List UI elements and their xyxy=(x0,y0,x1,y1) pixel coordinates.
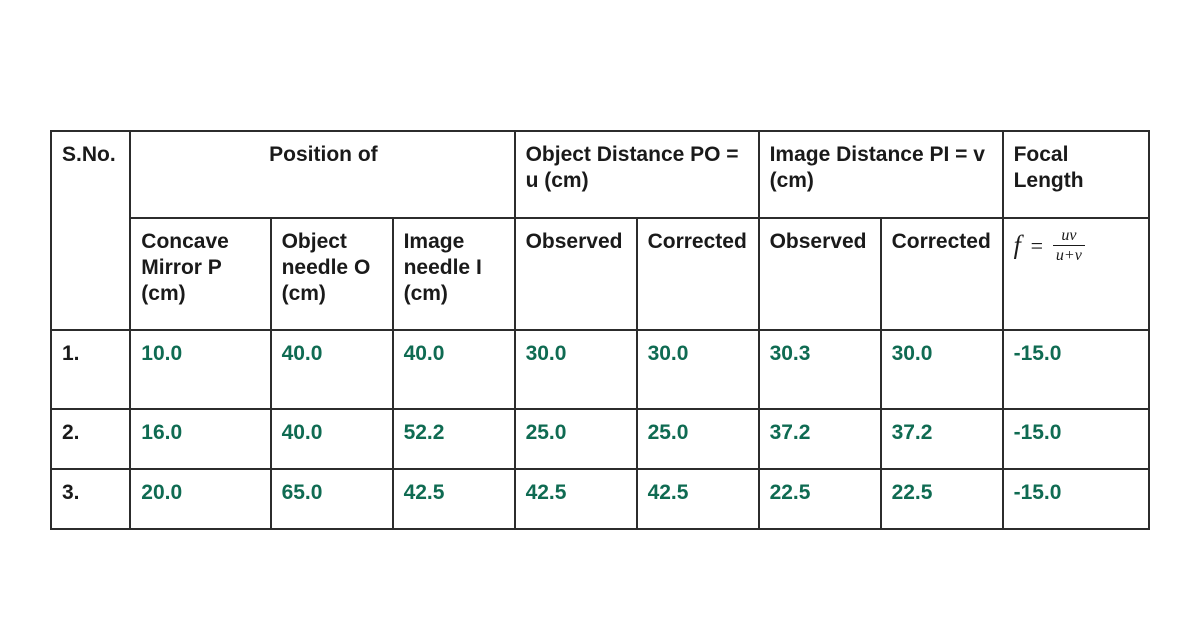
col-header-corrected-v: Corrected xyxy=(881,218,1003,331)
table-header-row-1: S.No. Position of Object Distance PO = u… xyxy=(51,131,1149,218)
col-header-sno: S.No. xyxy=(51,131,130,330)
cell-v-corrected: 37.2 xyxy=(881,409,1003,469)
cell-focal-length: -15.0 xyxy=(1003,330,1149,408)
cell-v-corrected: 22.5 xyxy=(881,469,1003,529)
cell-image-needle: 52.2 xyxy=(393,409,515,469)
col-header-focal-length: Focal Length xyxy=(1003,131,1149,218)
cell-image-needle: 42.5 xyxy=(393,469,515,529)
cell-sno: 1. xyxy=(51,330,130,408)
cell-image-needle: 40.0 xyxy=(393,330,515,408)
cell-u-observed: 30.0 xyxy=(515,330,637,408)
formula-fraction: uv u+v xyxy=(1053,227,1085,265)
formula-eq: = xyxy=(1027,233,1047,258)
col-header-object-needle: Object needle O (cm) xyxy=(271,218,393,331)
table-container: S.No. Position of Object Distance PO = u… xyxy=(0,0,1200,530)
cell-u-corrected: 42.5 xyxy=(637,469,759,529)
cell-u-corrected: 30.0 xyxy=(637,330,759,408)
cell-focal-length: -15.0 xyxy=(1003,409,1149,469)
formula-numerator: uv xyxy=(1053,227,1085,247)
cell-concave: 10.0 xyxy=(130,330,270,408)
focal-length-table: S.No. Position of Object Distance PO = u… xyxy=(50,130,1150,530)
cell-v-observed: 37.2 xyxy=(759,409,881,469)
cell-focal-length: -15.0 xyxy=(1003,469,1149,529)
cell-sno: 3. xyxy=(51,469,130,529)
cell-object-needle: 40.0 xyxy=(271,409,393,469)
table-row: 1. 10.0 40.0 40.0 30.0 30.0 30.3 30.0 -1… xyxy=(51,330,1149,408)
cell-concave: 16.0 xyxy=(130,409,270,469)
col-header-observed-v: Observed xyxy=(759,218,881,331)
col-header-image-distance: Image Distance PI = v (cm) xyxy=(759,131,1003,218)
cell-v-observed: 22.5 xyxy=(759,469,881,529)
cell-u-observed: 42.5 xyxy=(515,469,637,529)
col-header-image-needle: Image needle I (cm) xyxy=(393,218,515,331)
cell-concave: 20.0 xyxy=(130,469,270,529)
cell-u-observed: 25.0 xyxy=(515,409,637,469)
col-header-position-of: Position of xyxy=(130,131,514,218)
col-header-formula: f = uv u+v xyxy=(1003,218,1149,331)
col-header-object-distance: Object Distance PO = u (cm) xyxy=(515,131,759,218)
col-header-concave: Concave Mirror P (cm) xyxy=(130,218,270,331)
cell-u-corrected: 25.0 xyxy=(637,409,759,469)
cell-object-needle: 40.0 xyxy=(271,330,393,408)
cell-sno: 2. xyxy=(51,409,130,469)
col-header-corrected-u: Corrected xyxy=(637,218,759,331)
col-header-observed-u: Observed xyxy=(515,218,637,331)
table-row: 3. 20.0 65.0 42.5 42.5 42.5 22.5 22.5 -1… xyxy=(51,469,1149,529)
cell-v-corrected: 30.0 xyxy=(881,330,1003,408)
table-header-row-2: Concave Mirror P (cm) Object needle O (c… xyxy=(51,218,1149,331)
cell-v-observed: 30.3 xyxy=(759,330,881,408)
cell-object-needle: 65.0 xyxy=(271,469,393,529)
formula-denominator: u+v xyxy=(1053,246,1085,265)
table-row: 2. 16.0 40.0 52.2 25.0 25.0 37.2 37.2 -1… xyxy=(51,409,1149,469)
formula-f: f xyxy=(1014,230,1021,259)
